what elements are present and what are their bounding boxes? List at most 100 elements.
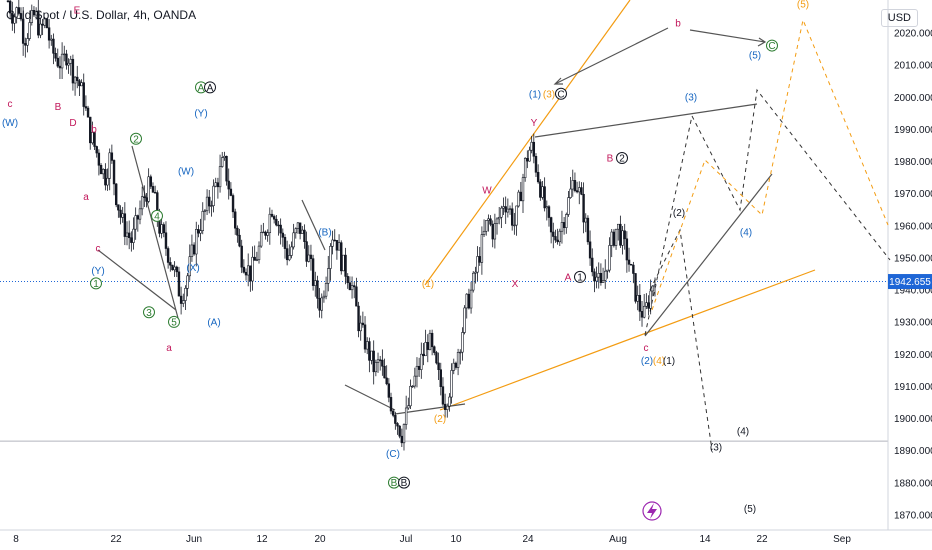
- wave-label: (A): [207, 317, 220, 328]
- candle-body: [530, 141, 533, 151]
- candle-body: [151, 186, 155, 193]
- wave-label: a: [166, 343, 172, 354]
- black-line-4: [344, 384, 396, 411]
- currency-button[interactable]: USD: [880, 9, 918, 27]
- candle-body: [114, 183, 118, 206]
- candle-body: [99, 164, 103, 175]
- candle-body: [342, 254, 345, 272]
- candle-body: [552, 231, 555, 237]
- candle-body: [430, 332, 434, 348]
- candle-body: [292, 232, 295, 248]
- candle-body: [162, 224, 165, 234]
- candle-body: [192, 244, 196, 255]
- candle-body: [387, 383, 391, 398]
- candle-body: [368, 341, 371, 361]
- candle-body: [625, 238, 629, 261]
- x-tick-label: Sep: [833, 534, 851, 545]
- black-line-7: [131, 145, 179, 319]
- candle-body: [549, 217, 553, 233]
- candle-body: [575, 190, 579, 193]
- candle-body: [288, 255, 291, 261]
- candle-body: [556, 239, 559, 243]
- candle-body: [184, 287, 187, 301]
- candle-body: [80, 82, 83, 87]
- candle-body: [420, 353, 423, 370]
- candle-body: [134, 215, 137, 230]
- candle-body: [255, 259, 259, 261]
- candle-body: [370, 350, 373, 361]
- candle-body: [417, 365, 421, 370]
- wave-label: (2): [434, 414, 446, 425]
- candle-body: [372, 350, 375, 373]
- candle-body: [13, 16, 16, 24]
- wave-label: a: [83, 192, 89, 203]
- candle-body: [588, 241, 592, 259]
- candle-body: [541, 186, 544, 198]
- candle-body: [283, 237, 287, 249]
- black-line-6: [97, 249, 177, 311]
- candle-body: [558, 230, 561, 243]
- candle-body: [218, 166, 222, 188]
- candle-body: [303, 229, 306, 242]
- candle-body: [182, 300, 185, 304]
- candle-body: [329, 245, 332, 269]
- candle-body: [407, 405, 410, 409]
- candle-body: [437, 362, 440, 370]
- candle-body: [595, 276, 598, 282]
- candle-body: [584, 217, 587, 223]
- wave-label-circle: [555, 87, 567, 100]
- candle-body: [76, 76, 79, 81]
- candle-body: [251, 256, 254, 282]
- candle-body: [285, 248, 289, 261]
- wave-label: (5): [749, 51, 761, 62]
- candle-body: [67, 62, 70, 66]
- candle-body: [426, 342, 429, 350]
- candle-body: [638, 295, 642, 312]
- wave-label: B: [391, 478, 398, 489]
- candle-body: [376, 359, 380, 363]
- wave-label: (C): [386, 449, 400, 460]
- candle-body: [606, 269, 609, 272]
- candle-body: [400, 435, 404, 444]
- candle-body: [526, 158, 529, 162]
- candle-body: [567, 197, 570, 215]
- candle-body: [140, 196, 144, 210]
- candle-body: [106, 177, 109, 186]
- wave-label: (5): [797, 0, 809, 10]
- candle-body: [277, 224, 280, 227]
- x-tick-label: Aug: [609, 534, 627, 545]
- candle-body: [389, 397, 393, 412]
- wave-label: B: [607, 154, 614, 165]
- candle-body: [424, 342, 427, 357]
- candle-body: [238, 234, 241, 247]
- wave-label: c: [8, 99, 13, 110]
- candle-body: [612, 231, 616, 246]
- wave-label-circle: [398, 476, 410, 489]
- candle-body: [627, 259, 631, 265]
- candle-body: [361, 322, 365, 326]
- candle-body: [519, 191, 523, 202]
- candle-body: [127, 232, 131, 239]
- wave-label: c: [96, 244, 101, 255]
- black-line-2: [644, 173, 773, 337]
- candle-body: [374, 362, 378, 373]
- candle-body: [593, 271, 596, 282]
- candle-body: [467, 293, 471, 309]
- candle-body: [242, 266, 246, 273]
- candle-body: [205, 196, 209, 212]
- orange-channel-lower: [439, 269, 816, 411]
- candle-body: [636, 295, 639, 302]
- chart-title: Gold Spot / U.S. Dollar, 4h, OANDA: [6, 8, 197, 22]
- wave-label: (W): [178, 166, 194, 177]
- candle-body: [350, 285, 354, 291]
- candle-body: [647, 302, 650, 309]
- wave-label: 2: [619, 154, 625, 165]
- candle-body: [175, 266, 178, 273]
- candle-body: [461, 332, 464, 353]
- candle-body: [601, 280, 605, 283]
- lightning-icon[interactable]: [642, 501, 662, 521]
- black-line-1: [534, 103, 758, 138]
- candle-body: [454, 362, 458, 368]
- y-tick-label: 1940.000: [894, 286, 932, 297]
